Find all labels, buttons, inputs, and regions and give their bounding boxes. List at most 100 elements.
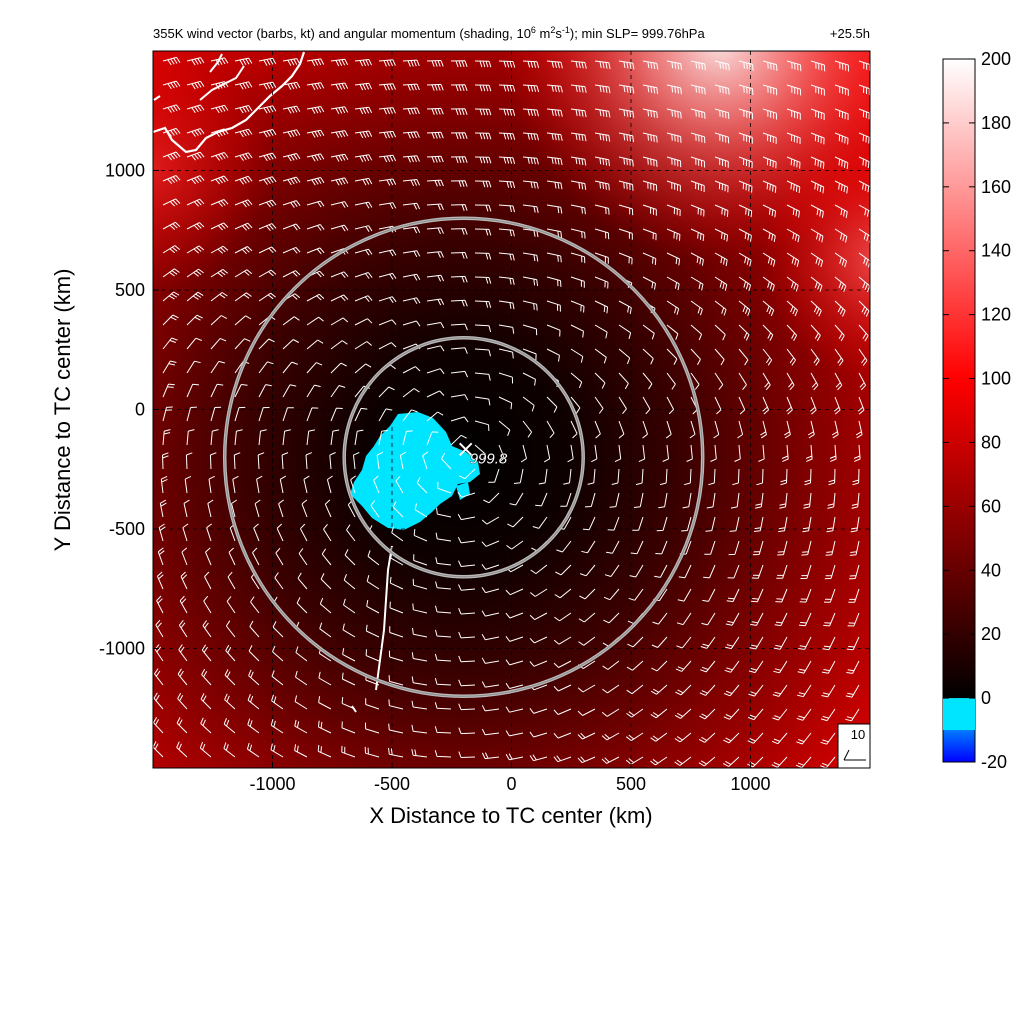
wind-barb [474,420,490,432]
wind-barb [354,429,364,446]
wind-barb [762,396,770,415]
wind-barb [642,84,659,94]
wind-barb [474,396,491,406]
wind-barb [751,588,764,603]
wind-barb [306,82,325,91]
wind-barb [206,523,212,542]
wind-barb [690,132,706,144]
x-tick-label: 500 [616,774,646,794]
wind-barb [834,60,849,72]
wind-barb [330,177,349,186]
wind-barb [666,300,680,315]
wind-barb [306,153,325,162]
wind-barb [570,324,584,338]
wind-barb [848,588,860,603]
wind-barb [594,204,610,215]
wind-barb [402,226,421,234]
wind-barb [786,180,801,194]
wind-barb [474,348,491,357]
wind-barb [370,500,380,518]
wind-barb [389,576,404,590]
wind-barb [234,81,253,90]
wind-barb [282,153,301,162]
wind-barb [762,108,777,120]
wind-barb [234,269,253,278]
wind-barb [306,384,321,398]
wind-barb [723,732,740,744]
wind-barb [570,60,587,69]
wind-barb [690,372,700,390]
wind-barb [354,272,373,279]
wind-barb [402,202,421,210]
wind-barb [846,660,860,674]
wind-barb [488,468,500,483]
wind-barb [274,572,284,590]
wind-barb [618,204,634,216]
wind-barb [823,612,836,627]
wind-barb [529,731,548,738]
wind-barb [323,523,332,542]
wind-barb [846,636,860,651]
wind-barb [365,722,380,734]
wind-barb [570,204,586,215]
wind-barb [629,564,644,578]
wind-barb [426,107,444,115]
wind-barb [698,732,716,743]
wind-barb [153,716,164,734]
wind-barb [762,84,778,96]
wind-barb [258,407,270,422]
wind-barb [354,225,373,232]
wind-barb [651,660,668,672]
wind-barb [354,106,373,115]
wind-barb [210,128,229,137]
wind-barb [775,588,788,603]
wind-barb [738,132,753,144]
wind-barb [378,296,397,303]
wind-barb [378,342,397,350]
wind-barb [162,175,181,185]
wind-barb [706,492,716,509]
wind-barb [434,750,452,758]
wind-barb [200,693,212,710]
wind-barb [522,324,538,336]
wind-barb [326,475,333,494]
wind-barb [185,452,193,470]
wind-barb [162,337,178,350]
wind-barb [786,324,798,341]
wind-barb [203,595,212,614]
wind-barb [474,300,492,308]
wind-barb [642,228,657,241]
wind-barb [810,372,819,391]
wind-barb [666,252,681,266]
wind-barb [162,314,179,326]
wind-barb [570,348,584,363]
wind-barb [498,372,513,384]
wind-barb [618,300,632,314]
wind-barb [727,564,740,579]
wind-barb [234,246,253,255]
wind-barb [522,252,539,262]
tc-center-x-icon [458,442,473,457]
wind-barb [378,272,397,280]
wind-barb [555,564,572,576]
wind-barb [498,60,516,68]
y-axis-ticks: -1000 -500 0 500 1000 [99,161,159,659]
wind-barb [748,660,764,674]
wind-barb [426,345,445,352]
wind-barb [413,529,428,542]
wind-barb [732,468,740,486]
wind-barb [678,564,692,579]
wind-barb [270,719,284,734]
wind-barb [402,107,420,115]
wind-barb [834,156,849,170]
wind-barb [810,252,824,268]
wind-barb [354,318,373,326]
wind-barb [505,612,524,619]
wind-barb [753,516,764,532]
wind-barb [690,60,706,71]
wind-barb [771,732,788,745]
wind-barb [426,83,444,91]
wind-barb [153,741,164,758]
wind-barb [426,131,444,139]
wind-barb [594,324,608,339]
